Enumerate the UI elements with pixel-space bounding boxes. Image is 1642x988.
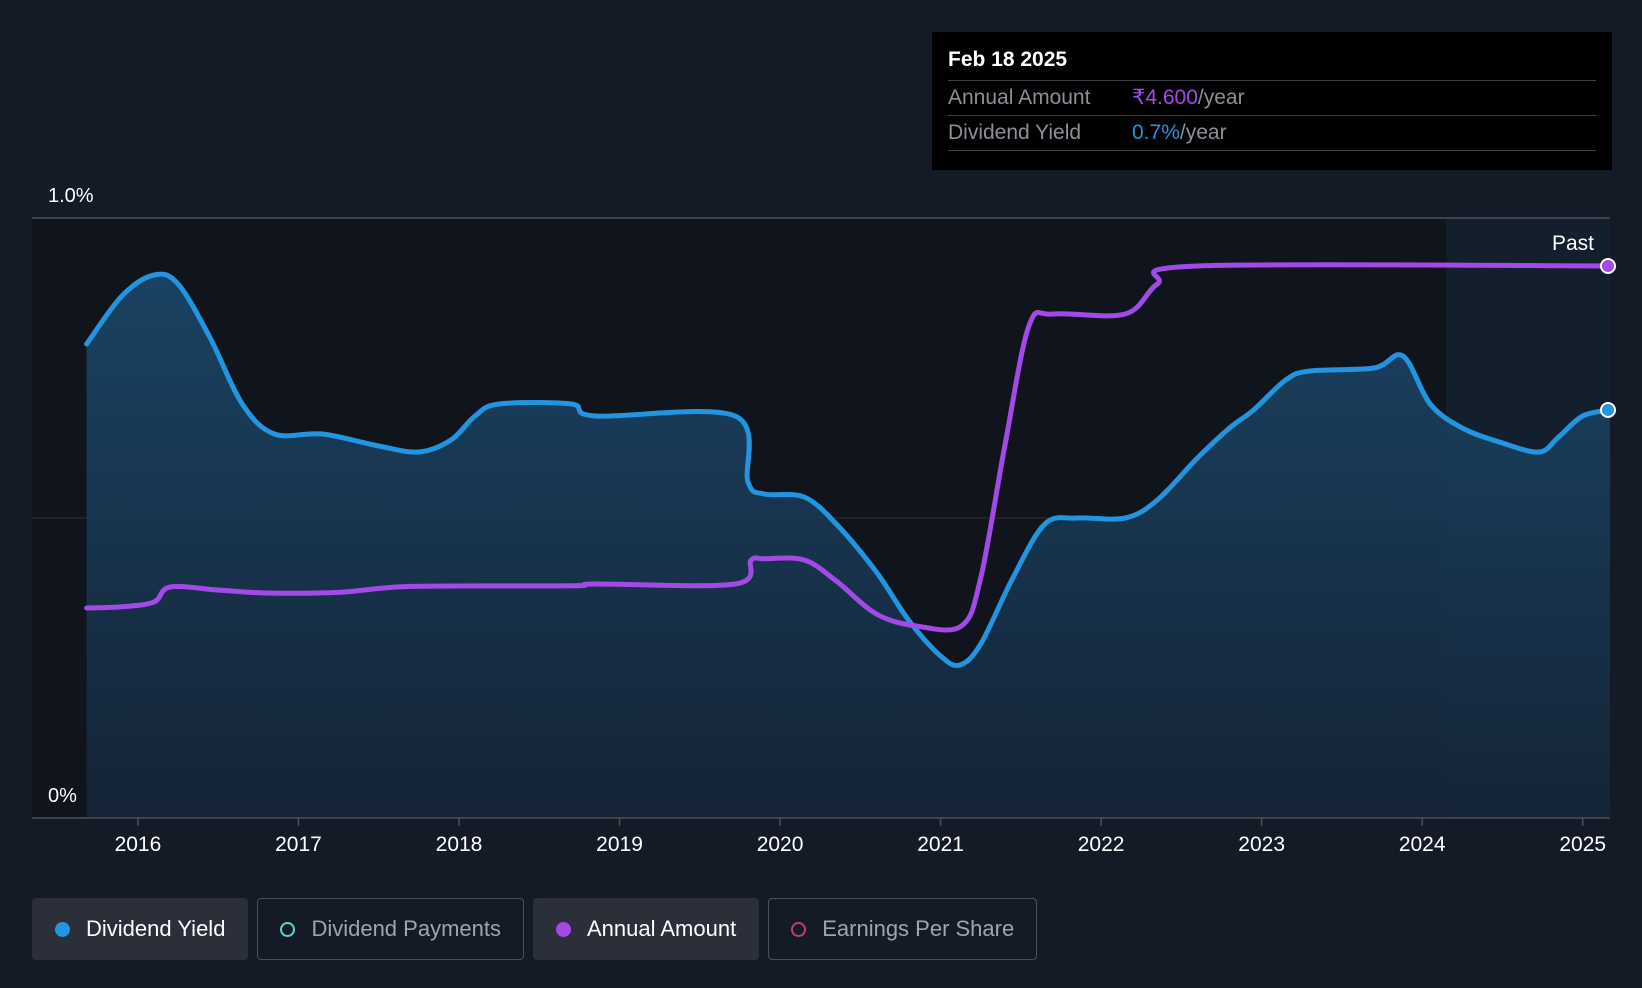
tooltip-value: ₹4.600 <box>1132 86 1198 109</box>
x-tick-label: 2018 <box>436 833 483 856</box>
legend-dividend-payments-button[interactable]: Dividend Payments <box>257 898 524 960</box>
legend-dividend-yield-button[interactable]: Dividend Yield <box>32 898 249 960</box>
x-tick-label: 2023 <box>1238 833 1285 856</box>
x-tick-label: 2016 <box>115 833 162 856</box>
dividend-yield-endpoint[interactable] <box>1600 402 1616 418</box>
tooltip-date: Feb 18 2025 <box>948 46 1596 81</box>
tooltip-row-annual-amount: Annual Amount ₹4.600 /year <box>948 81 1596 116</box>
x-tick-label: 2019 <box>596 833 643 856</box>
hollow-dot-icon <box>791 921 807 937</box>
tooltip-label: Annual Amount <box>948 86 1091 109</box>
x-tick-label: 2024 <box>1399 833 1446 856</box>
tooltip-unit: /year <box>1179 121 1227 144</box>
dividend-yield-area <box>86 274 1611 818</box>
tooltip-value: 0.7% <box>1132 121 1180 144</box>
legend-label: Annual Amount <box>586 916 737 941</box>
filled-dot-icon <box>555 921 571 937</box>
filled-dot-icon <box>55 921 70 937</box>
past-label: Past <box>1552 232 1594 255</box>
tooltip: Feb 18 2025 Annual Amount ₹4.600 /year D… <box>932 32 1612 170</box>
legend-label: Dividend Payments <box>311 916 501 941</box>
legend-label: Earnings Per Share <box>822 916 1015 941</box>
x-tick-label: 2020 <box>757 833 804 856</box>
tooltip-label: Dividend Yield <box>948 121 1082 144</box>
annual-amount-line <box>84 262 1613 633</box>
legend-earnings-per-share-button[interactable]: Earnings Per Share <box>768 898 1038 960</box>
legend-label: Dividend Yield <box>86 916 226 941</box>
x-tick-label: 2017 <box>275 833 322 856</box>
y-label-top: 1.0% <box>48 185 94 207</box>
annual-amount-endpoint[interactable] <box>1600 258 1616 274</box>
y-label-bottom: 0% <box>48 785 77 807</box>
legend: Dividend Yield Dividend Payments Annual … <box>32 898 1038 960</box>
x-axis-ticks: 2016 2017 2018 2019 2020 2021 2022 2023 2024 2025 <box>115 818 1606 856</box>
x-tick-label: 2025 <box>1559 833 1606 856</box>
hollow-dot-icon <box>280 921 296 937</box>
tooltip-unit: /year <box>1197 86 1245 109</box>
legend-annual-amount-button[interactable]: Annual Amount <box>532 898 760 960</box>
tooltip-row-dividend-yield: Dividend Yield 0.7% /year <box>948 116 1596 151</box>
x-tick-label: 2021 <box>917 833 964 856</box>
x-tick-label: 2022 <box>1078 833 1125 856</box>
